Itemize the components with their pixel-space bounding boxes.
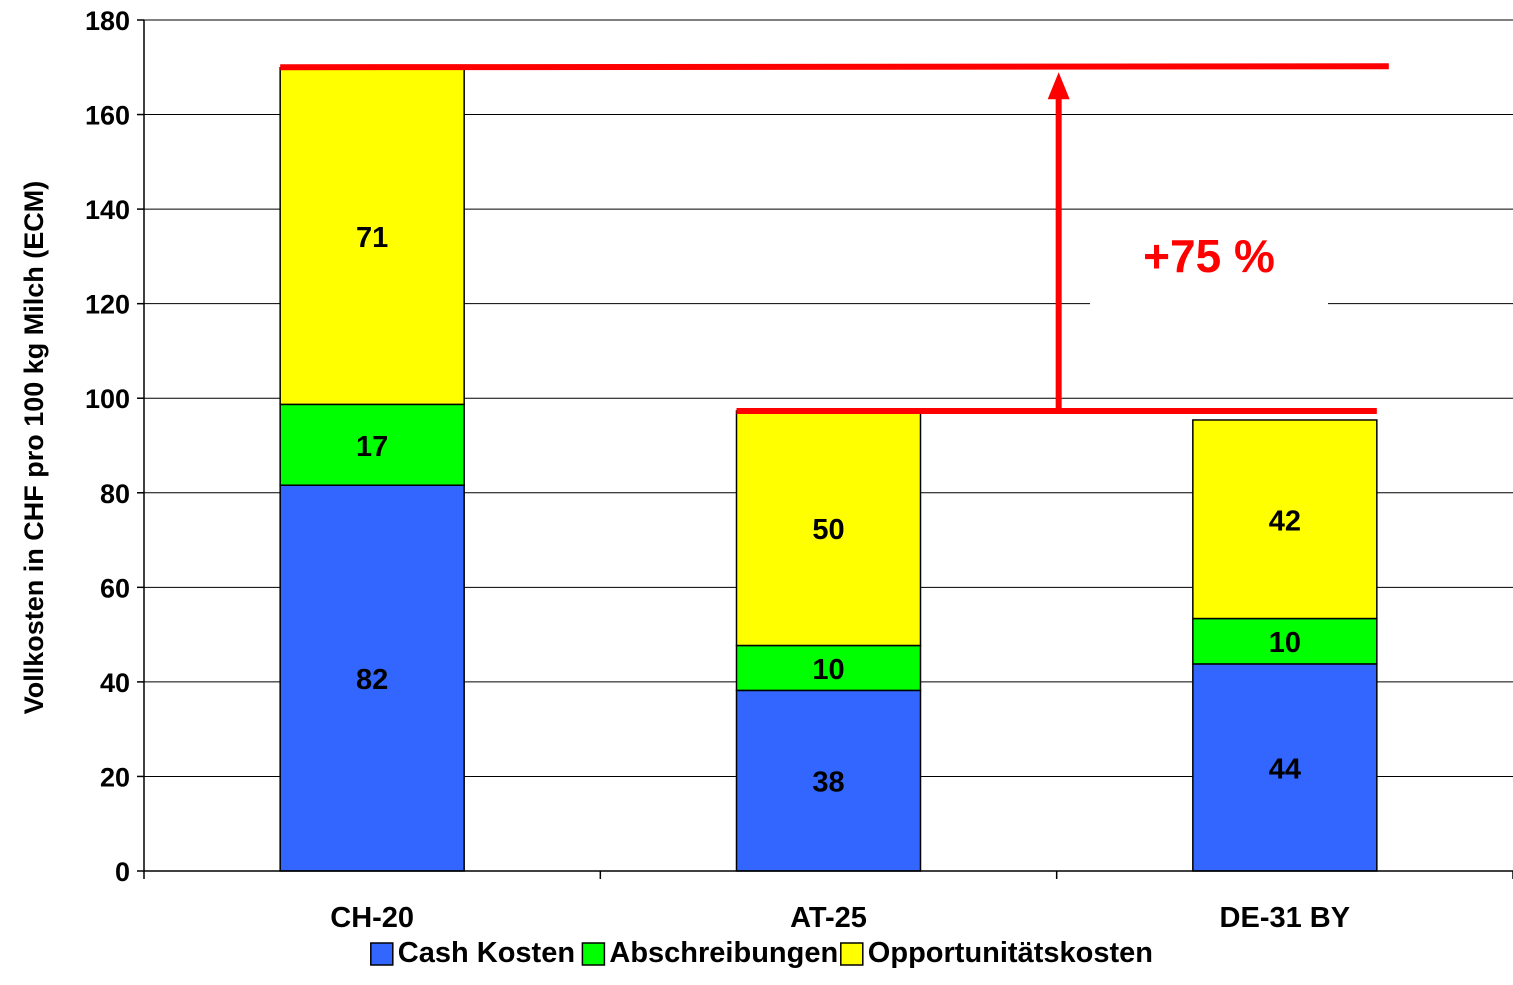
bar-segment-CH-20-Abschreibungen xyxy=(279,403,465,486)
legend-label-Opportunitätskosten: Opportunitätskosten xyxy=(868,937,1153,969)
legend-swatch-Cash Kosten xyxy=(370,942,394,966)
x-tick-label-AT-25: AT-25 xyxy=(790,902,867,934)
legend-label-Abschreibungen: Abschreibungen xyxy=(609,937,838,969)
axes: 0 20 40 60 80 100 120 140 160 180 CH-20 AT-25 DE-31 … xyxy=(19,6,1513,934)
y-tick-label-60: 60 xyxy=(100,573,130,603)
legend-swatch-Opportunitätskosten xyxy=(840,942,864,966)
bar-segment-CH-20-Opportunitätskosten xyxy=(279,67,465,406)
arrow-head xyxy=(1047,72,1070,100)
y-tick-label-0: 0 xyxy=(115,857,130,887)
data-label-AT-25-Cash Kosten: 38 xyxy=(812,767,844,799)
data-label-CH-20-Opportunitätskosten: 71 xyxy=(356,222,388,254)
y-tick-label-20: 20 xyxy=(100,762,130,792)
bars: 82 17 71 38 10 50 44 10 42 xyxy=(279,67,1378,872)
data-label-AT-25-Abschreibungen: 10 xyxy=(812,654,844,686)
data-label-AT-25-Opportunitätskosten: 50 xyxy=(812,514,844,546)
legend-label-Cash Kosten: Cash Kosten xyxy=(398,937,575,969)
bar-segment-AT-25-Opportunitätskosten xyxy=(735,410,922,647)
reference-line-upper xyxy=(280,63,1389,71)
x-tick-label-DE-31 BY: DE-31 BY xyxy=(1220,902,1351,934)
annotation-text-backdrop xyxy=(1090,211,1328,315)
bar-segment-DE-31 BY-Abschreibungen xyxy=(1192,617,1378,665)
y-tick-label-140: 140 xyxy=(85,195,130,225)
x-tick-label-CH-20: CH-20 xyxy=(330,902,414,934)
bar-segment-DE-31 BY-Opportunitätskosten xyxy=(1192,419,1378,620)
legend-swatch-Abschreibungen xyxy=(581,942,606,966)
annotation-text: +75 % xyxy=(1143,230,1275,282)
data-label-CH-20-Cash Kosten: 82 xyxy=(356,664,388,696)
y-tick-label-100: 100 xyxy=(85,384,130,414)
annotation: +75 % xyxy=(280,63,1389,414)
data-label-DE-31 BY-Abschreibungen: 10 xyxy=(1269,627,1301,659)
y-tick-label-120: 120 xyxy=(85,290,130,320)
y-axis-title: Vollkosten in CHF pro 100 kg Milch (ECM) xyxy=(19,181,49,715)
y-tick-label-180: 180 xyxy=(85,6,130,36)
y-tick-label-160: 160 xyxy=(85,101,130,131)
data-label-DE-31 BY-Opportunitätskosten: 42 xyxy=(1269,505,1301,537)
y-tick-label-80: 80 xyxy=(100,479,130,509)
data-label-DE-31 BY-Cash Kosten: 44 xyxy=(1269,753,1301,785)
bar-segment-CH-20-Cash Kosten xyxy=(279,484,465,872)
legend: Cash Kosten Abschreibungen Opportunitätsko… xyxy=(370,937,1153,969)
y-tick-label-40: 40 xyxy=(100,668,130,698)
data-label-CH-20-Abschreibungen: 17 xyxy=(356,431,388,463)
